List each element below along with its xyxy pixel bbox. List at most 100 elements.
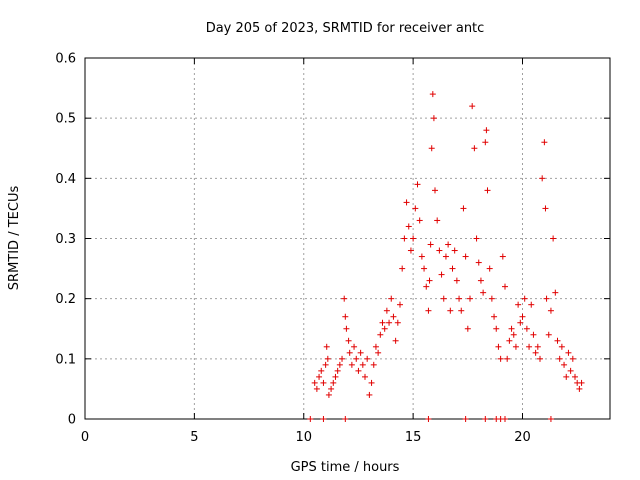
data-point <box>392 337 399 344</box>
data-point <box>532 349 539 356</box>
x-tick-label: 20 <box>514 430 531 445</box>
data-point <box>332 373 339 380</box>
data-point <box>426 277 433 284</box>
data-point <box>368 379 375 386</box>
data-point <box>355 367 362 374</box>
data-point <box>313 385 320 392</box>
data-point <box>563 373 570 380</box>
data-point <box>491 313 498 320</box>
data-point <box>359 361 366 368</box>
data-point <box>427 241 434 248</box>
data-point <box>429 91 436 98</box>
data-point <box>341 295 348 302</box>
data-point <box>339 355 346 362</box>
data-point <box>502 283 508 290</box>
data-point <box>311 379 318 386</box>
data-point <box>425 307 432 314</box>
data-point <box>432 187 438 194</box>
data-point <box>351 343 358 350</box>
data-point <box>316 373 323 380</box>
data-point <box>445 241 452 248</box>
data-point <box>423 283 430 290</box>
data-point <box>462 416 469 422</box>
data-point <box>342 313 349 320</box>
data-point <box>521 295 528 302</box>
data-point <box>383 307 390 314</box>
data-point <box>324 355 331 362</box>
data-point <box>410 235 417 242</box>
data-point <box>375 349 382 356</box>
data-point <box>541 139 548 146</box>
data-point <box>543 295 550 302</box>
data-point <box>530 331 537 338</box>
data-point <box>473 235 480 242</box>
data-point <box>526 343 533 350</box>
data-point <box>519 313 526 320</box>
data-point <box>390 313 397 320</box>
x-tick-label: 5 <box>190 430 198 445</box>
data-point <box>403 199 410 206</box>
data-point <box>547 307 554 314</box>
data-point <box>370 361 377 368</box>
data-point <box>330 379 337 386</box>
data-point <box>458 307 465 314</box>
data-point <box>334 367 341 374</box>
data-point <box>346 349 353 356</box>
data-point <box>572 373 578 380</box>
data-point <box>523 325 530 332</box>
data-point <box>558 343 565 350</box>
data-point <box>388 295 395 302</box>
data-point <box>477 277 484 284</box>
y-tick-label: 0 <box>68 413 76 428</box>
data-point <box>462 253 469 260</box>
data-point <box>502 416 508 422</box>
y-tick-label: 0.3 <box>55 232 76 247</box>
data-point <box>493 325 500 332</box>
data-point <box>542 205 549 212</box>
data-point <box>515 301 522 308</box>
data-point <box>510 331 517 338</box>
data-point <box>488 295 495 302</box>
data-points <box>307 91 585 422</box>
data-point <box>348 361 355 368</box>
y-axis: 0 0.1 0.2 0.3 0.4 0.5 0.6 <box>55 52 610 428</box>
y-tick-label: 0.2 <box>55 292 76 307</box>
data-point <box>482 139 489 146</box>
data-point <box>345 337 352 344</box>
data-point <box>451 247 458 254</box>
data-point <box>320 379 327 386</box>
data-point <box>430 115 437 122</box>
data-point <box>372 343 379 350</box>
grid-lines <box>85 58 610 419</box>
x-axis-label: GPS time / hours <box>291 460 400 475</box>
data-point <box>377 331 384 338</box>
data-point <box>438 271 445 278</box>
data-point <box>480 289 487 296</box>
data-point <box>381 325 388 332</box>
y-tick-label: 0.6 <box>55 52 76 67</box>
data-point <box>460 205 467 212</box>
data-point <box>495 343 502 350</box>
data-point <box>469 103 476 110</box>
data-point <box>506 337 513 344</box>
data-point <box>336 361 343 368</box>
data-point <box>386 319 393 326</box>
chart-title: Day 205 of 2023, SRMTID for receiver ant… <box>206 21 485 36</box>
data-point <box>475 259 482 266</box>
data-point <box>394 319 401 326</box>
data-point <box>318 367 325 374</box>
data-point <box>453 277 460 284</box>
data-point <box>414 181 421 188</box>
data-point <box>328 385 335 392</box>
data-point <box>362 373 368 380</box>
data-point <box>379 319 386 326</box>
data-point <box>547 416 554 422</box>
data-point <box>512 343 519 350</box>
data-point <box>436 247 443 254</box>
data-point <box>517 319 524 326</box>
data-point <box>397 301 403 308</box>
data-point <box>323 343 330 350</box>
data-point <box>343 325 350 332</box>
data-point <box>405 223 412 230</box>
data-point <box>325 391 332 398</box>
